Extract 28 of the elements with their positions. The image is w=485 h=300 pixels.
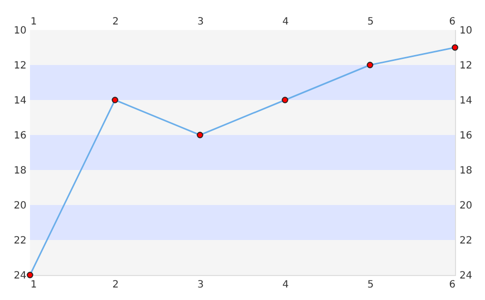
y2-tick-label: 12: [460, 60, 472, 72]
x2-tick-label: 4: [282, 16, 289, 28]
y2-tick-label: 18: [460, 166, 472, 176]
y-tick-label: 18: [14, 166, 26, 176]
y2-tick-label: 10: [460, 26, 472, 36]
y2-tick-label: 24: [460, 270, 472, 282]
y2-tick-label: 20: [460, 200, 472, 212]
y2-tick-label: 14: [460, 96, 472, 106]
y-tick-label: 12: [14, 60, 26, 72]
x-tick-label: 1: [30, 280, 37, 290]
y-tick-label: 24: [14, 270, 26, 282]
x2-tick-label: 1: [30, 16, 37, 28]
x2-tick-label: 3: [197, 16, 204, 28]
y-tick-label: 10: [14, 26, 26, 36]
x-tick-label: 6: [449, 280, 456, 290]
y-tick-label: 22: [14, 236, 26, 246]
x-tick-label: 2: [112, 280, 119, 290]
y2-tick-label: 16: [460, 130, 472, 142]
x-tick-label: 4: [282, 280, 289, 290]
y2-tick-label: 22: [460, 236, 472, 246]
y-tick-label: 14: [14, 96, 26, 106]
x-tick-label: 5: [367, 280, 374, 290]
x2-tick-label: 5: [367, 16, 374, 28]
x2-tick-label: 2: [112, 16, 119, 28]
x2-tick-label: 6: [449, 16, 456, 28]
y-tick-label: 20: [14, 200, 26, 212]
x-tick-label: 3: [197, 280, 204, 290]
y-tick-label: 16: [14, 130, 26, 142]
